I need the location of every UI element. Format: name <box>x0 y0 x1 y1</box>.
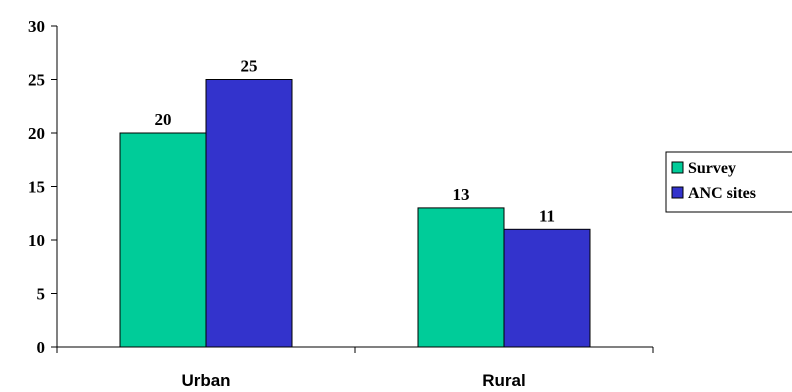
data-label: 11 <box>539 206 555 225</box>
data-label: 20 <box>155 110 172 129</box>
x-category-label: Urban <box>181 371 230 390</box>
data-label: 25 <box>241 57 258 76</box>
bars <box>119 79 591 348</box>
legend-swatch-anc-sites <box>671 186 684 199</box>
y-tick-label: 15 <box>28 178 45 197</box>
y-tick-label: 10 <box>28 231 45 250</box>
x-category-label: Rural <box>482 371 525 390</box>
bar-urban-survey <box>119 132 207 348</box>
y-tick-label: 20 <box>28 124 45 143</box>
data-label: 13 <box>453 185 470 204</box>
legend-box <box>665 151 792 213</box>
bar-urban-anc-sites <box>205 79 293 348</box>
legend-label: Survey <box>688 160 736 177</box>
bar-rural-survey <box>417 207 505 348</box>
y-tick-label: 0 <box>37 338 46 357</box>
y-tick-label: 5 <box>37 285 46 304</box>
legend-label: ANC sites <box>688 185 756 202</box>
y-tick-label: 30 <box>28 17 45 36</box>
legend-swatch-survey <box>671 161 684 174</box>
labels: 20 25 Urban 13 11 Rural <box>155 57 556 391</box>
y-tick-label: 25 <box>28 71 45 90</box>
bar-rural-anc-sites <box>503 228 591 348</box>
legend: Survey ANC sites <box>665 151 792 213</box>
